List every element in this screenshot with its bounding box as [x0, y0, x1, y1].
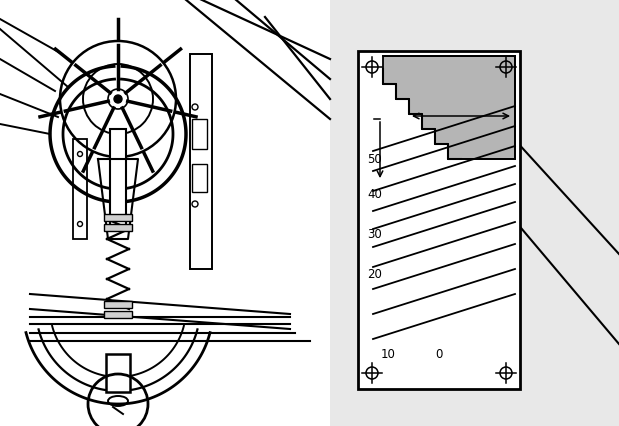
Bar	[190, 55, 212, 269]
Text: 20: 20	[367, 268, 382, 281]
Bar	[192, 120, 207, 150]
Text: 40: 40	[367, 188, 382, 201]
Bar	[73, 140, 87, 239]
Text: 10: 10	[381, 348, 396, 361]
Bar	[104, 301, 132, 308]
Bar	[192, 164, 207, 193]
Bar	[358, 52, 520, 389]
Text: 0: 0	[435, 348, 443, 361]
Bar	[104, 225, 132, 231]
Bar	[104, 215, 132, 222]
Bar	[104, 311, 132, 318]
FancyBboxPatch shape	[110, 130, 126, 230]
Circle shape	[114, 96, 122, 104]
Bar	[106, 354, 130, 392]
Polygon shape	[383, 57, 515, 160]
Bar	[0, 0, 330, 426]
Text: 30: 30	[367, 228, 382, 241]
Text: 50: 50	[367, 153, 382, 166]
